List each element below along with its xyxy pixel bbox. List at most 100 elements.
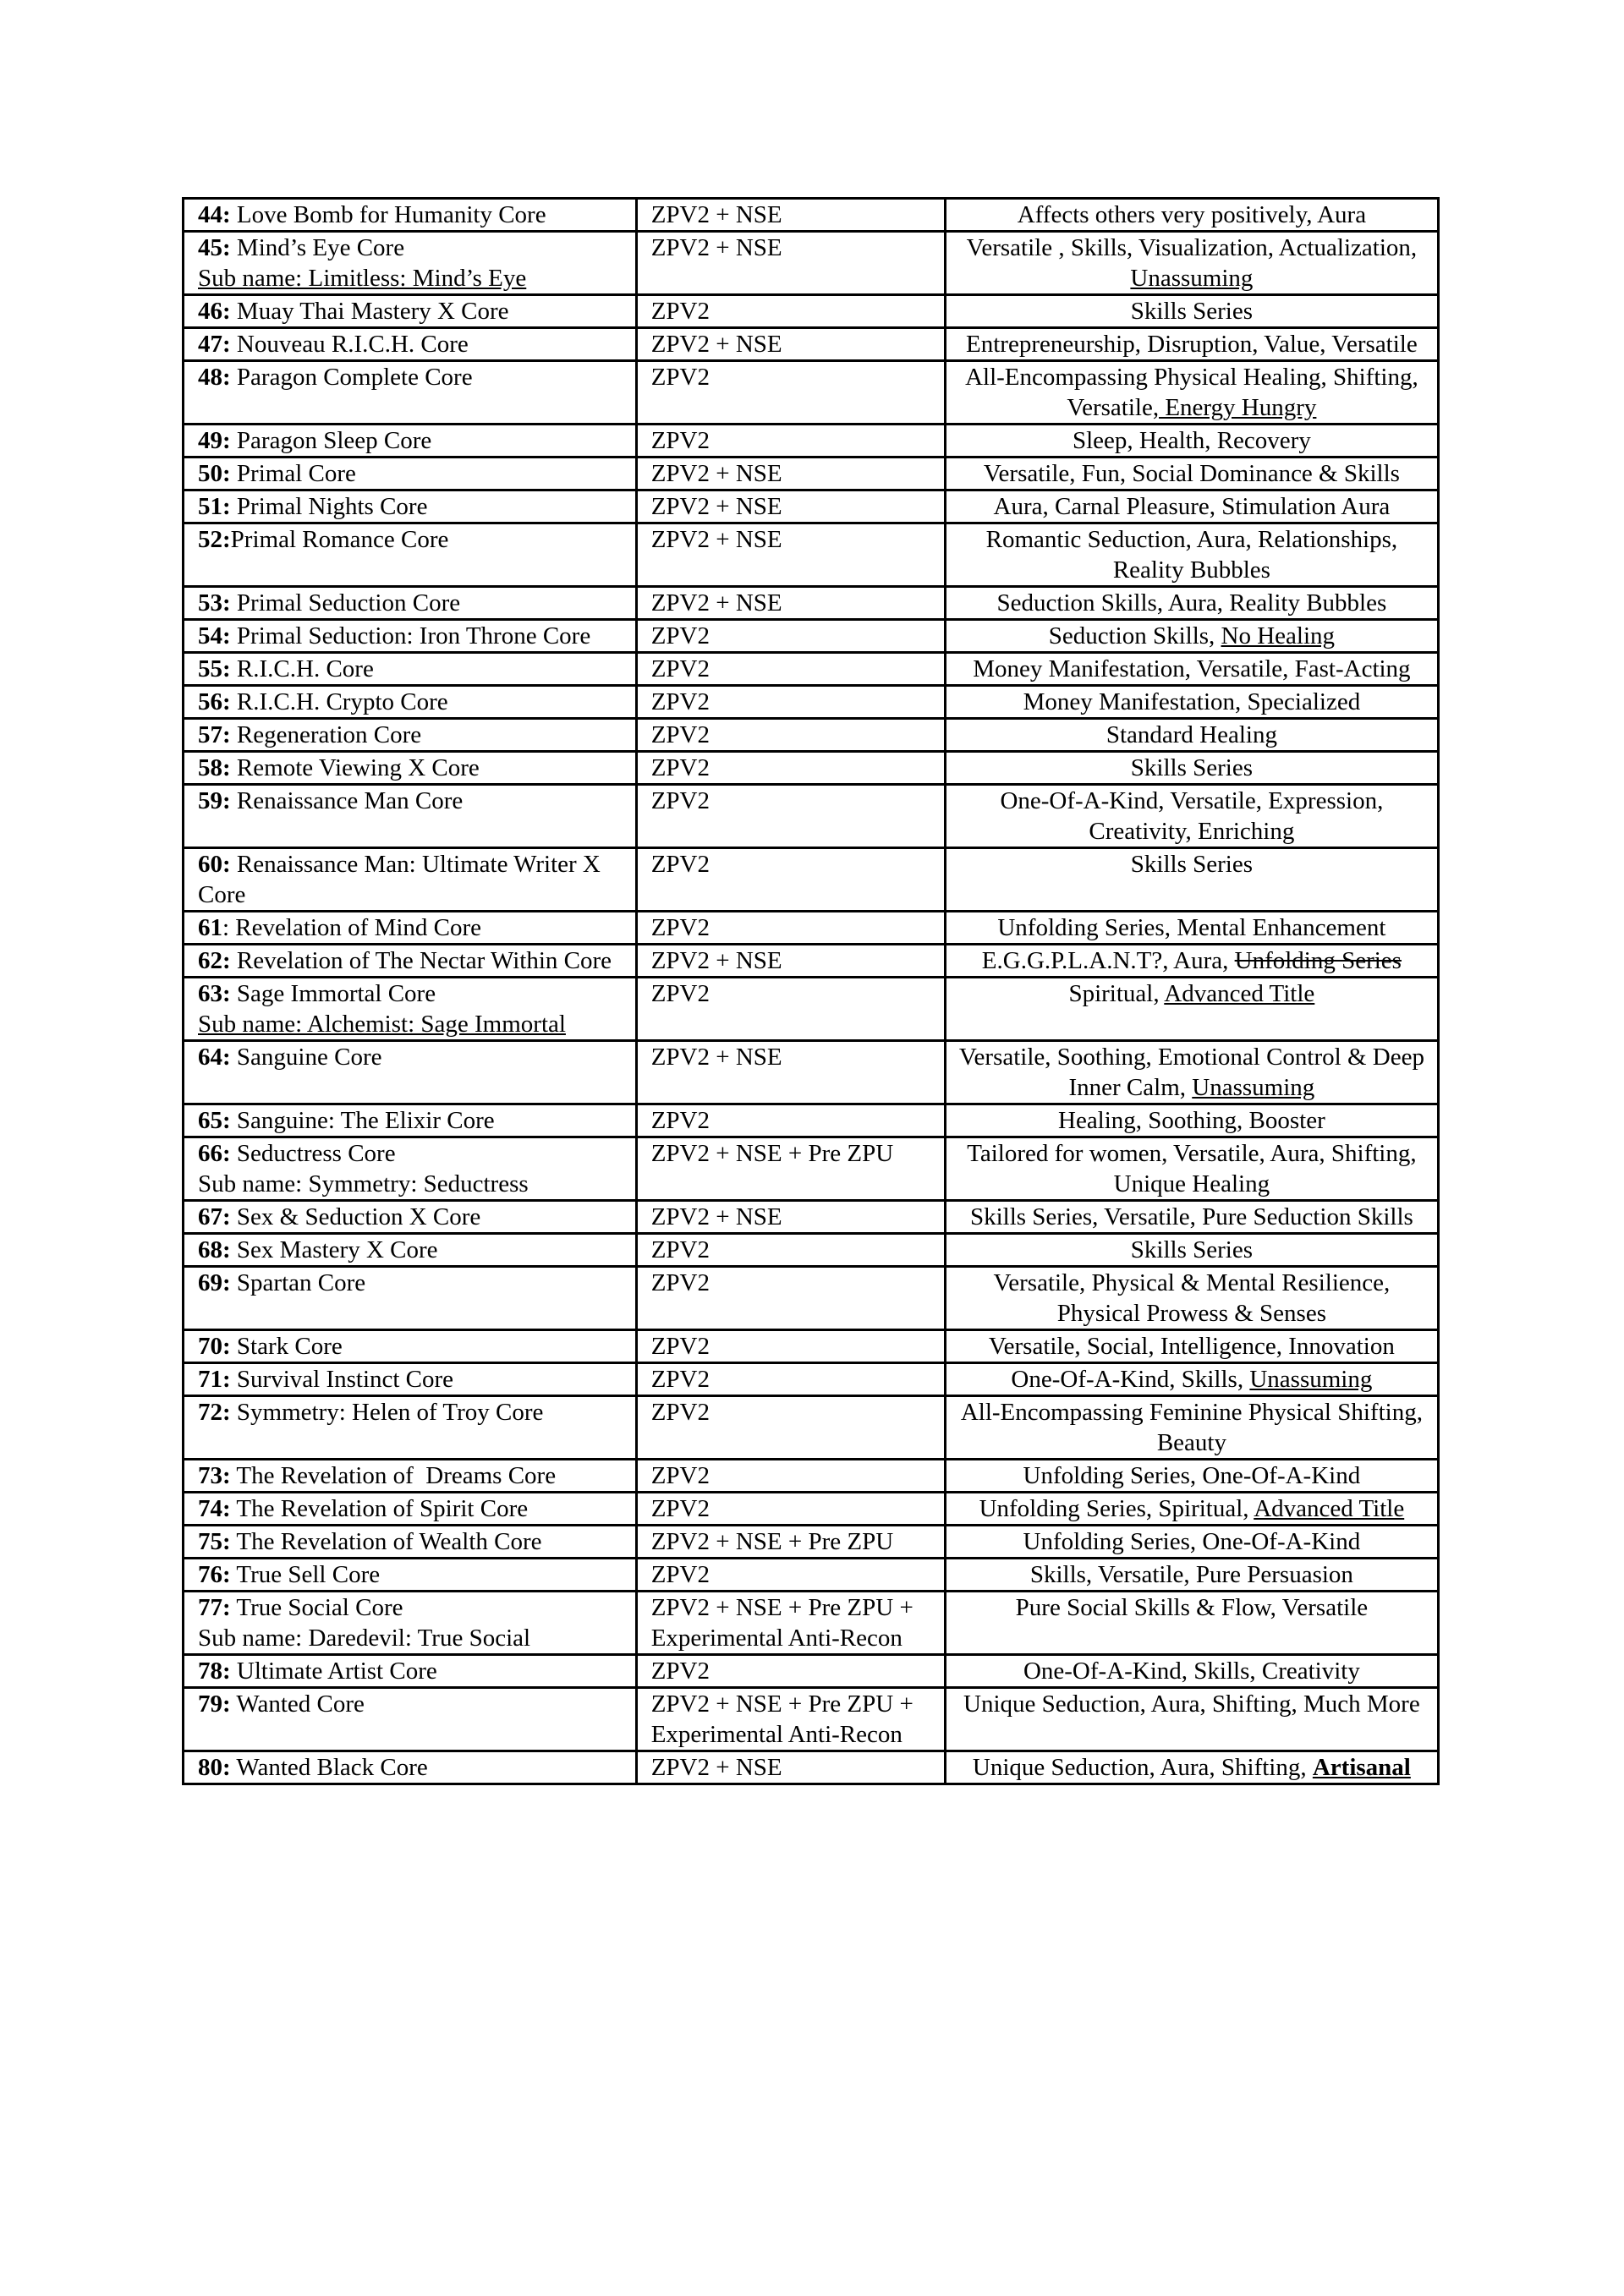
core-subname: Sub name: Daredevil: True Social [198,1625,531,1652]
table-row: 74: The Revelation of Spirit Core ZPV2 U… [182,1491,1440,1526]
core-name: Sex & Seduction X Core [230,1203,481,1230]
version-cell: ZPV2 + NSE + Pre ZPU + Experimental Anti… [634,1686,946,1752]
version-cell: ZPV2 + NSE [634,1750,946,1785]
core-name: Ultimate Artist Core [230,1658,437,1685]
version-cell: ZPV2 [634,1491,946,1526]
description-segment: Affects others very positively, Aura [1017,201,1367,228]
description-segment: One-Of-A-Kind, Skills, [1011,1366,1250,1393]
core-version: ZPV2 [650,1462,710,1489]
core-number: 79: [198,1690,231,1718]
description-segment: Unfolding Series [1234,947,1402,974]
description-cell: Aura, Carnal Pleasure, Stimulation Aura [943,489,1440,524]
core-number: 70: [198,1333,231,1360]
cores-table-body: 44: Love Bomb for Humanity Core ZPV2 + N… [182,197,1440,1785]
description-segment: Unfolding Series, One-Of-A-Kind [1023,1462,1361,1489]
name-cell: 77: True Social Core Sub name: Daredevil:… [182,1590,638,1656]
name-cell: 53: Primal Seduction Core [182,585,638,621]
table-row: 71: Survival Instinct Core ZPV2 One-Of-A… [182,1362,1440,1397]
description-segment: Seduction Skills, Aura, Reality Bubbles [996,589,1387,616]
core-name: Paragon Sleep Core [230,427,432,454]
description-cell: Spiritual, Advanced Title [943,976,1440,1042]
description-segment: Versatile, Social, Intelligence, Innovat… [988,1333,1395,1360]
core-name: R.I.C.H. Core [230,655,374,682]
core-number: 61 [198,914,222,941]
description-cell: Healing, Soothing, Booster [943,1103,1440,1138]
table-row: 61: Revelation of Mind Core ZPV2 Unfoldi… [182,910,1440,945]
version-cell: ZPV2 + NSE [634,197,946,233]
description-segment: No Healing [1221,622,1336,649]
table-row: 73: The Revelation of Dreams Core ZPV2 U… [182,1458,1440,1493]
name-cell: 48: Paragon Complete Core [182,359,638,425]
core-number: 51: [198,493,231,520]
description-cell: Skills Series [943,847,1440,912]
name-cell: 44: Love Bomb for Humanity Core [182,197,638,233]
description-cell: Unfolding Series, Mental Enhancement [943,910,1440,945]
table-row: 77: True Social Core Sub name: Daredevil:… [182,1590,1440,1656]
core-number: 65: [198,1107,231,1134]
description-cell: One-Of-A-Kind, Versatile, Expression, Cr… [943,783,1440,849]
core-version: ZPV2 + NSE + Pre ZPU + Experimental Anti… [650,1690,914,1748]
version-cell: ZPV2 + NSE [634,1199,946,1235]
core-name: Primal Nights Core [230,493,428,520]
core-version: ZPV2 + NSE + Pre ZPU [650,1528,894,1555]
core-number: 55: [198,655,231,682]
description-segment: Unassuming [1249,1366,1373,1393]
name-cell: 78: Ultimate Artist Core [182,1653,638,1689]
description-cell: Skills, Versatile, Pure Persuasion [943,1557,1440,1592]
table-row: 46: Muay Thai Mastery X Core ZPV2 Skills… [182,293,1440,329]
core-name: Primal Seduction: Iron Throne Core [230,622,591,649]
name-cell: 80: Wanted Black Core [182,1750,638,1785]
table-row: 62: Revelation of The Nectar Within Core… [182,943,1440,978]
table-row: 44: Love Bomb for Humanity Core ZPV2 + N… [182,197,1440,233]
core-number: 57: [198,721,231,748]
version-cell: ZPV2 [634,684,946,720]
table-row: 49: Paragon Sleep Core ZPV2 Sleep, Healt… [182,423,1440,458]
version-cell: ZPV2 [634,1232,946,1268]
name-cell: 49: Paragon Sleep Core [182,423,638,458]
core-number: 77: [198,1594,231,1621]
core-version: ZPV2 + NSE [650,234,782,261]
description-segment: Tailored for women, Versatile, Aura, Shi… [967,1140,1417,1197]
core-version: ZPV2 [650,427,710,454]
version-cell: ZPV2 + NSE [634,489,946,524]
description-cell: All-Encompassing Feminine Physical Shift… [943,1395,1440,1460]
core-name: Primal Core [230,460,356,487]
description-segment: E.G.G.P.L.A.N.T?, Aura, [981,947,1235,974]
core-number: 80: [198,1754,231,1781]
description-segment: Money Manifestation, Versatile, Fast-Act… [973,655,1411,682]
version-cell: ZPV2 [634,750,946,786]
core-name: True Social Core [230,1594,403,1621]
core-number: 58: [198,754,231,781]
core-number: 52: [198,526,231,553]
core-version: ZPV2 [650,298,710,325]
description-segment: Aura, Carnal Pleasure, Stimulation Aura [993,493,1391,520]
core-version: ZPV2 [650,655,710,682]
core-number: 72: [198,1399,231,1426]
description-segment: Skills Series [1130,851,1253,878]
core-name: Muay Thai Mastery X Core [230,298,509,325]
name-cell: 58: Remote Viewing X Core [182,750,638,786]
table-row: 45: Mind’s Eye Core Sub name: Limitless: … [182,230,1440,296]
core-subname: Sub name: Symmetry: Seductress [198,1170,529,1197]
description-segment: Advanced Title [1254,1495,1405,1522]
core-name: The Revelation of Spirit Core [230,1495,529,1522]
version-cell: ZPV2 [634,717,946,753]
core-name: Sanguine: The Elixir Core [230,1107,495,1134]
core-number: 45: [198,234,231,261]
version-cell: ZPV2 [634,293,946,329]
version-cell: ZPV2 [634,1557,946,1592]
core-name: Wanted Core [230,1690,365,1718]
description-cell: Sleep, Health, Recovery [943,423,1440,458]
core-name: Revelation of The Nectar Within Core [230,947,612,974]
version-cell: ZPV2 + NSE [634,585,946,621]
description-cell: Unfolding Series, One-Of-A-Kind [943,1458,1440,1493]
core-version: ZPV2 [650,622,710,649]
table-row: 65: Sanguine: The Elixir Core ZPV2 Heali… [182,1103,1440,1138]
core-number: 54: [198,622,231,649]
core-version: ZPV2 [650,754,710,781]
table-row: 48: Paragon Complete Core ZPV2 All-Encom… [182,359,1440,425]
description-cell: Affects others very positively, Aura [943,197,1440,233]
core-number: 71: [198,1366,231,1393]
table-row: 60: Renaissance Man: Ultimate Writer X C… [182,847,1440,912]
table-row: 51: Primal Nights Core ZPV2 + NSE Aura, … [182,489,1440,524]
